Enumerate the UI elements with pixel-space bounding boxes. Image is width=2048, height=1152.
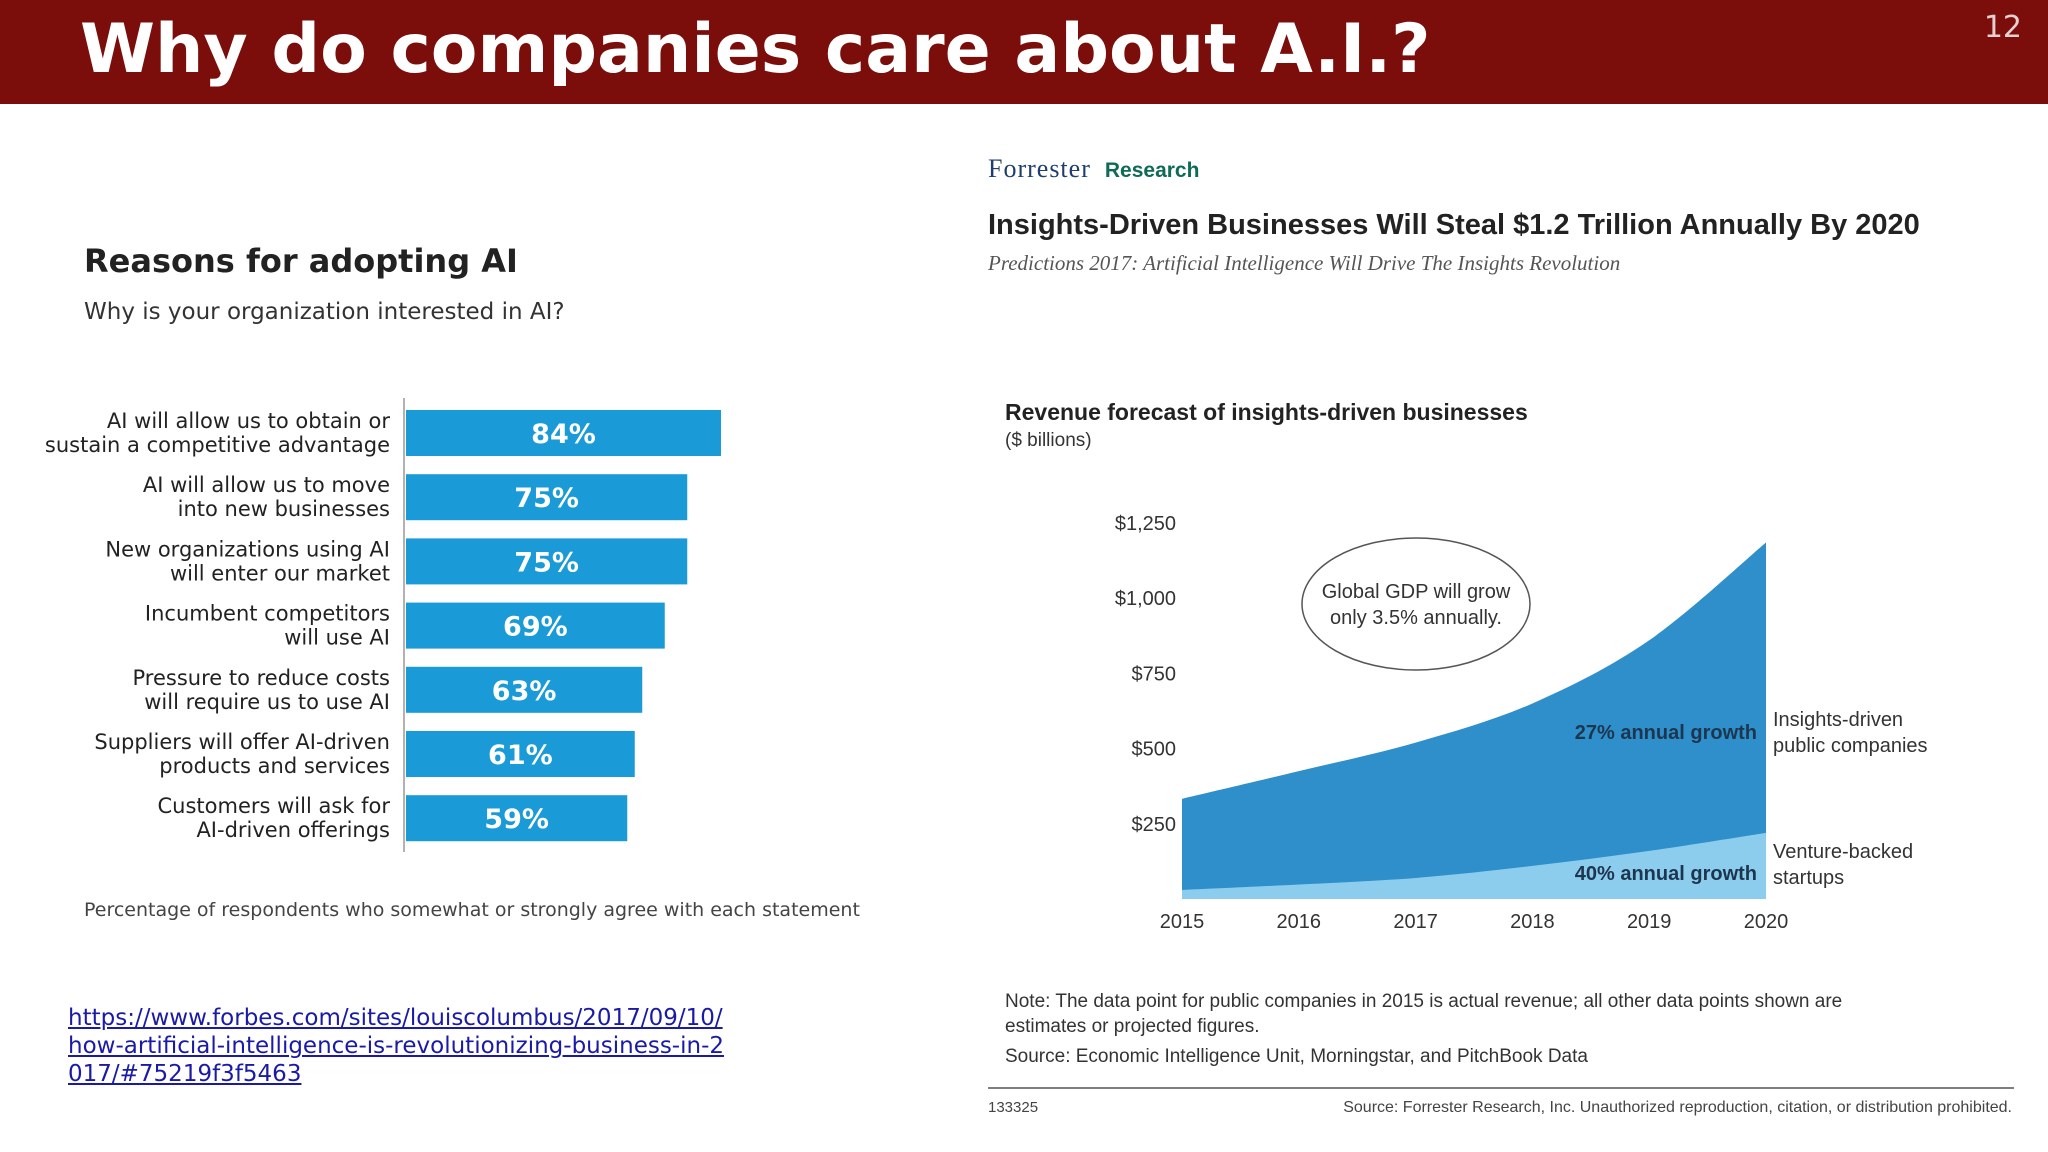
bar-category-label-2-1: will enter our market	[170, 561, 390, 585]
forrester-logo-brand: Forrester	[988, 154, 1091, 183]
page-number: 12	[1983, 10, 2022, 45]
forrester-logo-research: Research	[1105, 159, 1200, 182]
forrester-headline: Insights-Driven Businesses Will Steal $1…	[988, 209, 1920, 241]
area-series-public-companies	[1182, 542, 1766, 899]
area-series-startups	[1182, 832, 1766, 899]
x-tick-label-1: 2016	[1277, 911, 1322, 933]
bar-category-label-5-0: Suppliers will offer AI-driven	[94, 730, 390, 754]
area-chart-title: Revenue forecast of insights-driven busi…	[1005, 399, 1528, 425]
bar-6	[406, 795, 628, 842]
bar-category-label-3-1: will use AI	[284, 626, 390, 650]
x-tick-label-2: 2017	[1393, 911, 1438, 933]
series-label-1-1: public companies	[1773, 735, 1928, 757]
forrester-panel: Forrester Research Insights-Driven Busin…	[987, 154, 2014, 1116]
bar-category-label-0-1: sustain a competitive advantage	[45, 433, 390, 457]
x-tick-label-4: 2019	[1627, 911, 1672, 933]
area-plot: $250 $500 $750 $1,000 $1,250 2015 2016 2017 2018…	[1115, 513, 1928, 933]
growth-label-startups: 40% annual growth	[1575, 863, 1757, 885]
series-label-0-0: Venture-backed	[1773, 841, 1913, 863]
bar-value-label-3: 69%	[503, 612, 568, 643]
bar-5	[406, 731, 635, 777]
bar-value-label-4: 63%	[492, 676, 557, 707]
callout-line-2: only 3.5% annually.	[1330, 607, 1502, 629]
bar-1	[406, 474, 688, 521]
bar-category-label-0-0: AI will allow us to obtain or	[107, 409, 390, 433]
copyright: Source: Forrester Research, Inc. Unautho…	[1343, 1099, 2012, 1116]
forrester-report-title: Predictions 2017: Artificial Intelligenc…	[987, 251, 1620, 275]
y-tick-label-2: $750	[1132, 663, 1177, 685]
callout-ellipse	[1301, 537, 1531, 671]
area-note-line-1: Note: The data point for public companie…	[1005, 991, 1842, 1012]
bar-4	[406, 666, 643, 713]
bar-category-label-6-0: Customers will ask for	[158, 794, 391, 818]
x-tick-label-5: 2020	[1744, 911, 1789, 933]
bar-chart-title: Reasons for adopting AI	[84, 242, 518, 280]
y-tick-label-4: $1,250	[1115, 513, 1176, 535]
slide-title: Why do companies care about A.I.?	[80, 10, 1431, 89]
growth-label-public: 27% annual growth	[1575, 722, 1757, 744]
bar-category-label-4-0: Pressure to reduce costs	[133, 666, 391, 690]
source-link[interactable]: https://www.forbes.com/sites/louiscolumb…	[68, 1005, 725, 1087]
bar-value-label-5: 61%	[488, 740, 553, 771]
forrester-logo: Forrester Research	[988, 154, 1199, 183]
bar-group: 84% AI will allow us to obtain orsustain …	[45, 409, 721, 842]
series-label-0-1: startups	[1773, 867, 1844, 889]
adoption-bar-chart: Reasons for adopting AI Why is your orga…	[45, 242, 860, 921]
area-chart-subtitle: ($ billions)	[1005, 430, 1092, 451]
doc-id: 133325	[988, 1099, 1038, 1116]
bar-category-label-5-1: products and services	[159, 754, 390, 778]
bar-chart-footnote: Percentage of respondents who somewhat o…	[84, 899, 860, 921]
bar-value-label-0: 84%	[531, 419, 596, 450]
gdp-callout: Global GDP will grow only 3.5% annually.	[1301, 537, 1531, 671]
series-label-1-0: Insights-driven	[1773, 709, 1903, 731]
area-source: Source: Economic Intelligence Unit, Morn…	[1005, 1046, 1588, 1067]
bar-category-label-2-0: New organizations using AI	[105, 537, 390, 561]
bar-chart-subtitle: Why is your organization interested in A…	[84, 299, 565, 325]
bar-value-label-6: 59%	[484, 804, 549, 835]
bar-value-label-2: 75%	[514, 547, 579, 578]
bar-category-label-6-1: AI-driven offerings	[196, 818, 390, 842]
x-tick-label-3: 2018	[1510, 911, 1555, 933]
bar-3	[406, 602, 665, 649]
bar-category-label-1-1: into new businesses	[178, 497, 390, 521]
y-tick-label-3: $1,000	[1115, 588, 1176, 610]
y-tick-label-0: $250	[1132, 814, 1177, 836]
bar-0	[406, 410, 721, 456]
slide-header: Why do companies care about A.I.? 12	[0, 0, 2048, 104]
bar-category-label-3-0: Incumbent competitors	[145, 602, 390, 626]
bar-2	[406, 538, 688, 585]
bar-value-label-1: 75%	[514, 483, 579, 514]
bar-category-label-1-0: AI will allow us to move	[143, 473, 390, 497]
callout-line-1: Global GDP will grow	[1322, 581, 1511, 603]
area-note-line-2: estimates or projected figures.	[1005, 1016, 1260, 1037]
bar-category-label-4-1: will require us to use AI	[144, 690, 390, 714]
x-tick-label-0: 2015	[1160, 911, 1205, 933]
y-tick-label-1: $500	[1132, 739, 1177, 761]
